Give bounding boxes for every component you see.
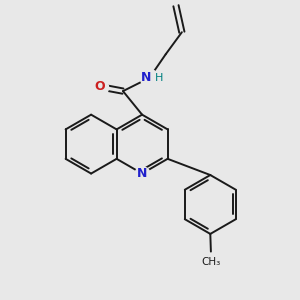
- Text: H: H: [155, 73, 163, 83]
- Text: CH₃: CH₃: [201, 257, 220, 268]
- Text: N: N: [141, 71, 151, 84]
- Text: O: O: [94, 80, 105, 93]
- Text: N: N: [137, 167, 147, 180]
